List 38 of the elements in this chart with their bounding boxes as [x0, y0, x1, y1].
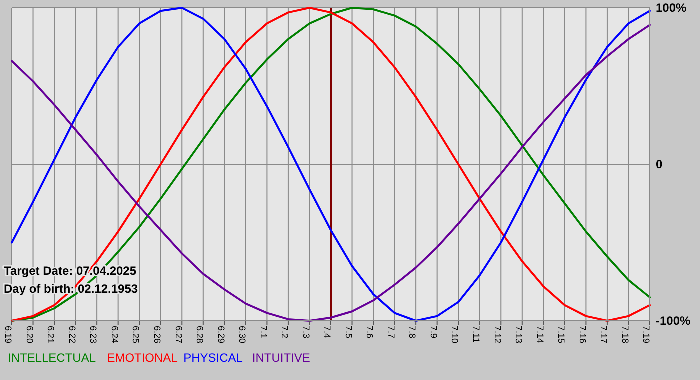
x-tick-label: 7.16: [578, 326, 588, 344]
y-tick-label: 100%: [656, 1, 688, 16]
x-tick-label: 6.29: [216, 326, 226, 344]
x-tick-label: 7.8: [408, 326, 418, 339]
x-tick-label: 7.3: [301, 326, 312, 339]
x-tick-label: 7.6: [365, 326, 376, 339]
x-tick-label: 7.7: [386, 326, 396, 339]
x-tick-label: 6.28: [195, 326, 206, 344]
x-tick-label: 7.10: [450, 326, 460, 344]
y-tick-label: 0: [656, 158, 663, 172]
x-tick-label: 7.5: [344, 326, 354, 339]
text: EMOTIONAL: [107, 351, 178, 365]
text: INTELLECTUAL: [8, 351, 96, 365]
x-tick-label: 6.19: [4, 326, 14, 344]
x-tick-label: 7.9: [428, 326, 439, 339]
x-tick-label: 7.14: [535, 326, 546, 344]
x-tick-label: 7.11: [471, 326, 482, 343]
x-tick-label: 7.19: [642, 326, 652, 344]
x-tick-label: 6.21: [46, 326, 56, 344]
x-tick-label: 7.4: [322, 326, 333, 339]
y-tick-label: -100%: [656, 314, 692, 328]
x-tick-label: 7.17: [599, 326, 610, 344]
x-tick-label: 7.12: [492, 326, 503, 344]
x-tick-label: 7.1: [258, 326, 269, 339]
x-tick-label: 6.24: [110, 326, 120, 344]
x-tick-label: 7.2: [280, 326, 290, 339]
x-tick-label: 6.23: [88, 326, 99, 344]
x-tick-label: 7.18: [620, 326, 630, 344]
x-tick-label: 6.20: [24, 326, 35, 344]
x-tick-label: 7.15: [556, 326, 567, 344]
x-tick-label: 6.25: [131, 326, 142, 344]
text: INTUITIVE: [252, 351, 310, 365]
text: PHYSICAL: [184, 351, 244, 365]
x-tick-label: 6.30: [238, 326, 248, 344]
x-tick-label: 6.27: [174, 326, 184, 344]
x-tick-label: 6.26: [152, 326, 162, 344]
x-tick-label: 7.13: [514, 326, 524, 344]
x-tick-label: 6.22: [67, 326, 78, 344]
